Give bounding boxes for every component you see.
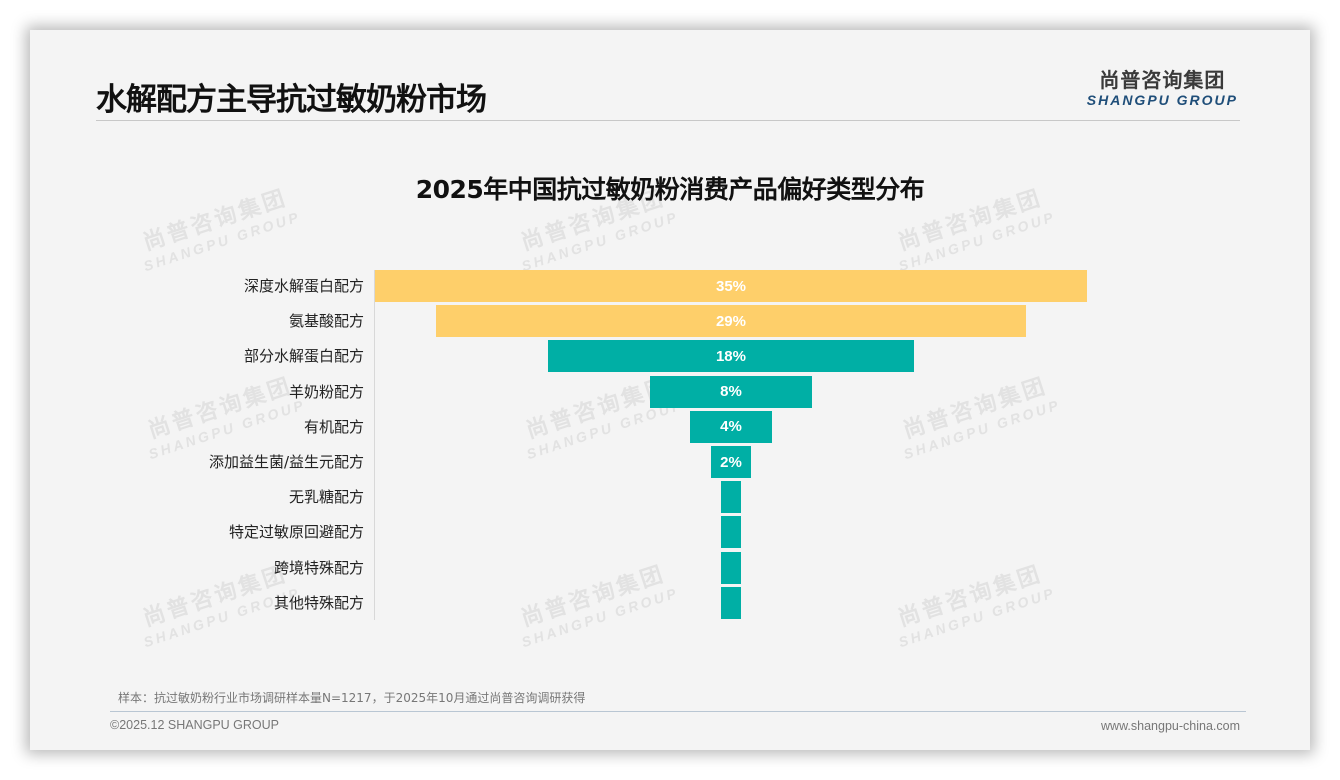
chart-row: 部分水解蛋白配方 18% bbox=[30, 340, 1310, 373]
logo-en-text: SHANGPU GROUP bbox=[1086, 92, 1238, 108]
chart-bar: 35% bbox=[375, 270, 1087, 302]
chart-bar: 8% bbox=[649, 375, 813, 408]
chart-row: 氨基酸配方 29% bbox=[30, 305, 1310, 338]
chart-bar: 29% bbox=[436, 305, 1026, 338]
category-label: 其他特殊配方 bbox=[273, 593, 364, 612]
chart-row: 无乳糖配方 bbox=[30, 481, 1310, 514]
sample-note: 样本：抗过敏奶粉行业市场调研样本量N=1217，于2025年10月通过尚普咨询调… bbox=[118, 691, 586, 705]
chart-bar bbox=[720, 481, 742, 514]
category-label: 跨境特殊配方 bbox=[273, 558, 364, 577]
chart-bar bbox=[720, 516, 742, 549]
category-label: 有机配方 bbox=[303, 417, 364, 436]
category-label: 氨基酸配方 bbox=[288, 312, 364, 331]
category-label: 无乳糖配方 bbox=[288, 488, 364, 507]
chart-row: 添加益生菌/益生元配方 2% bbox=[30, 446, 1310, 478]
category-label: 添加益生菌/益生元配方 bbox=[208, 453, 364, 471]
footer-divider bbox=[110, 711, 1246, 712]
chart-row: 跨境特殊配方 bbox=[30, 551, 1310, 584]
chart-bar: 4% bbox=[690, 410, 772, 443]
copyright: ©2025.12 SHANGPU GROUP bbox=[110, 718, 279, 732]
chart-bar: 2% bbox=[710, 446, 752, 478]
category-label: 深度水解蛋白配方 bbox=[243, 277, 364, 295]
chart-bar bbox=[720, 551, 742, 584]
website-url: www.shangpu-china.com bbox=[1101, 719, 1240, 733]
chart-row: 深度水解蛋白配方 35% bbox=[30, 270, 1310, 302]
company-logo: 尚普咨询集团 SHANGPU GROUP bbox=[1087, 64, 1238, 108]
chart-row: 特定过敏原回避配方 bbox=[30, 516, 1310, 549]
category-label: 羊奶粉配方 bbox=[288, 382, 364, 401]
category-label: 部分水解蛋白配方 bbox=[243, 347, 364, 366]
chart-row: 其他特殊配方 bbox=[30, 586, 1310, 619]
category-label: 特定过敏原回避配方 bbox=[228, 523, 364, 542]
slide: 水解配方主导抗过敏奶粉市场 尚普咨询集团 SHANGPU GROUP 尚普咨询集… bbox=[30, 30, 1310, 750]
chart-bar bbox=[720, 586, 742, 619]
chart-bar: 18% bbox=[547, 340, 915, 373]
page-title: 水解配方主导抗过敏奶粉市场 bbox=[96, 82, 487, 118]
category-axis bbox=[374, 270, 375, 620]
chart-row: 有机配方 4% bbox=[30, 410, 1310, 443]
chart-title: 2025年中国抗过敏奶粉消费产品偏好类型分布 bbox=[415, 175, 925, 204]
logo-cn-text: 尚普咨询集团 bbox=[1099, 68, 1226, 92]
chart-row: 羊奶粉配方 8% bbox=[30, 375, 1310, 408]
title-divider bbox=[96, 120, 1240, 121]
